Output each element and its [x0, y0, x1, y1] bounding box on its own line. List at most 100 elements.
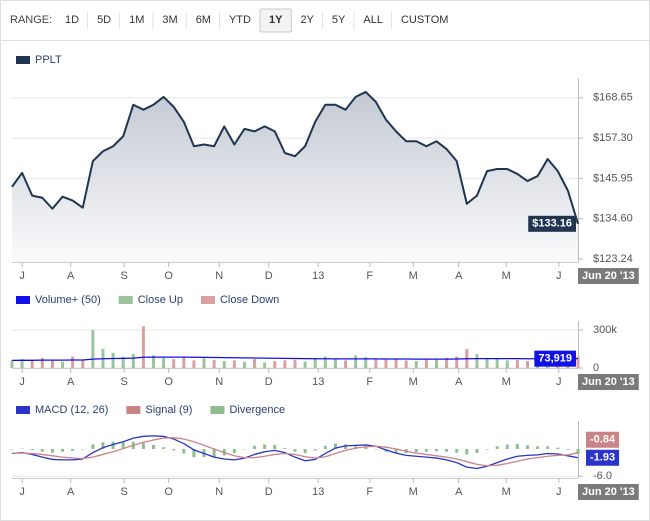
bar — [20, 359, 24, 368]
legend-swatch — [16, 296, 30, 304]
range-button[interactable]: 1D — [56, 9, 88, 32]
bar — [283, 448, 287, 450]
bar — [30, 361, 34, 368]
bar — [505, 444, 509, 450]
range-button[interactable]: 1Y — [259, 8, 292, 33]
range-button[interactable]: 2Y — [291, 9, 322, 32]
bar — [242, 449, 246, 450]
range-button[interactable]: YTD — [220, 9, 260, 32]
range-button[interactable]: ALL — [354, 9, 392, 32]
bar — [91, 444, 95, 450]
x-tick-label: A — [67, 486, 75, 498]
range-button[interactable]: 5Y — [323, 9, 354, 32]
range-button[interactable]: 1M — [120, 9, 153, 32]
bar — [101, 442, 105, 450]
bar — [121, 356, 125, 368]
x-tick-label: S — [121, 376, 128, 388]
bar — [212, 359, 216, 368]
bar — [20, 448, 24, 450]
chart-panel: PPLT $168.65 $157.30 $145.95 $134.60 $123.24 J… — [11, 54, 639, 284]
range-button[interactable]: 3M — [153, 9, 186, 32]
x-tick-label: 13 — [312, 270, 324, 282]
bar — [162, 447, 166, 450]
legend-swatch — [16, 406, 30, 414]
end-date-box — [578, 484, 639, 500]
x-tick-label: S — [121, 486, 128, 498]
range-button-label: 5Y — [332, 14, 346, 26]
legend-swatch — [200, 296, 215, 304]
x-tick-label: F — [366, 486, 373, 498]
range-button-label: 1Y — [269, 14, 283, 26]
y-tick-label: $157.30 — [593, 132, 633, 144]
range-button[interactable]: CUSTOM — [392, 9, 457, 32]
x-tick-label: O — [164, 486, 173, 498]
last-value-label: 73,919 — [538, 353, 572, 365]
x-tick-label: M — [409, 486, 418, 498]
bar — [404, 360, 408, 368]
last-value-box — [586, 449, 620, 466]
bar — [323, 356, 327, 368]
bar — [192, 449, 196, 458]
legend-swatch — [210, 406, 225, 414]
bar — [141, 443, 145, 450]
bar — [344, 360, 348, 368]
bar — [162, 357, 166, 368]
series-line — [12, 437, 579, 467]
bar — [424, 449, 428, 452]
y-tick-label: 0 — [593, 362, 599, 374]
bar — [424, 359, 428, 368]
bar — [525, 445, 529, 450]
bar — [40, 449, 44, 452]
last-value-label: $133.16 — [532, 218, 572, 230]
bar — [313, 357, 317, 368]
bar — [576, 356, 580, 368]
bar — [485, 357, 489, 368]
bar — [192, 360, 196, 368]
bar — [91, 330, 95, 368]
x-tick-label: N — [215, 376, 223, 388]
x-tick-label: J — [556, 270, 562, 282]
range-button[interactable]: 6M — [187, 9, 220, 32]
legend-swatch — [126, 406, 141, 414]
bar — [141, 326, 145, 368]
bar — [131, 354, 135, 368]
bar — [394, 449, 398, 454]
x-tick-label: A — [455, 270, 463, 282]
bar — [263, 444, 267, 450]
last-value-label: -0.84 — [590, 434, 616, 446]
bar — [172, 449, 176, 451]
bar — [273, 444, 277, 450]
bar — [40, 357, 44, 368]
x-tick-label: M — [502, 270, 511, 282]
x-tick-label: M — [502, 376, 511, 388]
x-tick-label: S — [121, 270, 128, 282]
bar — [485, 449, 489, 450]
bar — [495, 359, 499, 368]
legend-swatch — [118, 296, 133, 304]
bar — [111, 441, 115, 450]
legend-swatch — [16, 56, 30, 64]
x-tick-label: J — [19, 376, 25, 388]
bar — [50, 449, 54, 453]
bar — [232, 360, 236, 368]
x-tick-label: 13 — [312, 486, 324, 498]
bar — [556, 447, 560, 450]
end-date-label: Jun 20 '13 — [582, 270, 635, 282]
x-tick-label: A — [67, 270, 75, 282]
price-line — [11, 90, 579, 225]
range-buttons: 1D 5D 1M 3M 6M YTD 1Y 2Y 5Y ALL CUSTOM — [56, 8, 457, 33]
bar — [81, 449, 85, 450]
bar — [71, 449, 75, 451]
bar — [10, 449, 14, 450]
x-tick-label: A — [455, 376, 463, 388]
bar — [414, 361, 418, 368]
bar — [81, 360, 85, 368]
bar — [546, 446, 550, 450]
x-tick-label: D — [265, 270, 273, 282]
range-button[interactable]: 5D — [88, 9, 120, 32]
end-date-label: Jun 20 '13 — [582, 376, 635, 388]
bar — [293, 359, 297, 368]
bar — [354, 355, 358, 368]
bar — [445, 357, 449, 368]
last-value-label: -1.93 — [590, 452, 615, 464]
